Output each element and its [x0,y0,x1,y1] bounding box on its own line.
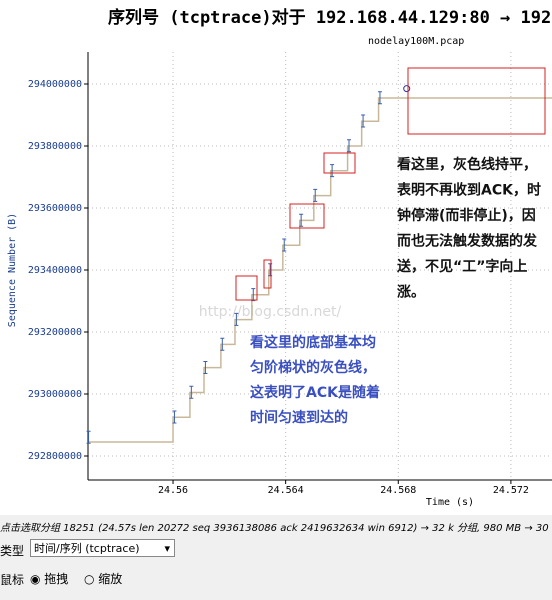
highlight-box [263,259,272,289]
annotation-line: 匀阶梯状的灰色线， [250,359,376,376]
annotation-line: 时间匀速到达的 [250,409,348,426]
x-tick-label: 24.568 [380,485,416,496]
annotation-line: 涨。 [397,285,425,301]
type-select[interactable]: 时间/序列 (tcptrace) ▾ [30,539,175,557]
annotation-line: 表明不再收到ACK，时 [396,182,541,199]
segment-bar [189,385,194,399]
mouse-label: 鼠标 [0,573,25,587]
x-tick-label: 24.572 [493,485,529,496]
annotations: 看这里，灰色线持平， 表明不再收到ACK，时钟停滞(而非停止)，因而也无法触发数据… [249,156,541,426]
chart: 序列号 (tcptrace)对于 192.168.44.129:80 → 192… [0,0,552,515]
annotation-line: 钟停滞(而非停止)，因 [397,207,536,224]
y-tick-label: 292800000 [28,451,82,462]
y-tick-label: 294000000 [28,79,82,90]
drag-radio[interactable]: ◉ 拖拽 [30,572,69,586]
highlight-box [289,203,325,229]
highlight-box [407,67,546,135]
type-label: 类型 [0,544,25,558]
x-axis-label: Time (s) [426,497,474,508]
segment-bar [377,91,382,105]
highlight-boxes [235,67,546,301]
highlight-box [323,152,356,174]
watermark: http://blog.csdn.net/ [199,304,342,320]
y-axis-label: Sequence Number (B) [7,213,18,327]
segment-bar [203,360,208,374]
segment-bar [299,213,304,227]
y-tick-label: 293200000 [28,327,82,338]
type-value: 时间/序列 (tcptrace) [34,542,140,555]
y-tick-label: 293400000 [28,265,82,276]
y-tick-label: 293600000 [28,203,82,214]
zoom-radio[interactable]: ○ 缩放 [84,572,123,586]
annotation-line: 而也无法触发数据的发 [397,233,538,250]
annotation-line: 看这里，灰色线持平， [396,156,537,173]
chart-subtitle: nodelay100M.pcap [368,36,464,47]
annotation-line: 看这里的底部基本均 [249,334,376,351]
x-tick-label: 24.56 [158,485,188,496]
segment-bar [234,312,239,326]
segment-bar [282,238,287,252]
status-bar: 点击选取分组 18251 (24.57s len 20272 seq 39361… [0,523,552,534]
y-tick-label: 293800000 [28,141,82,152]
highlight-box [235,275,258,301]
segment-bar [172,410,177,424]
chart-title: 序列号 (tcptrace)对于 192.168.44.129:80 → 192 [108,7,551,28]
ack-line [88,97,552,443]
segment-bar [220,337,225,351]
annotation-line: 送，不见“工”字向上 [396,258,527,275]
drag-label: 拖拽 [44,572,69,586]
segment-bar [251,288,256,302]
plot: 292800000 293000000 293200000 293400000 2936… [28,52,552,496]
segment-bar [361,114,366,128]
y-tick-label: 293000000 [28,389,82,400]
x-tick-label: 24.564 [268,485,304,496]
segment-bar [86,430,91,444]
zoom-label: 缩放 [98,572,123,586]
dropdown-arrow: ▾ [164,542,170,555]
segment-bar [347,139,351,153]
segment-bar [313,188,318,202]
selected-packet [403,85,411,93]
segment-bar [330,164,335,178]
annotation-line: 这表明了ACK是随着 [250,384,380,401]
